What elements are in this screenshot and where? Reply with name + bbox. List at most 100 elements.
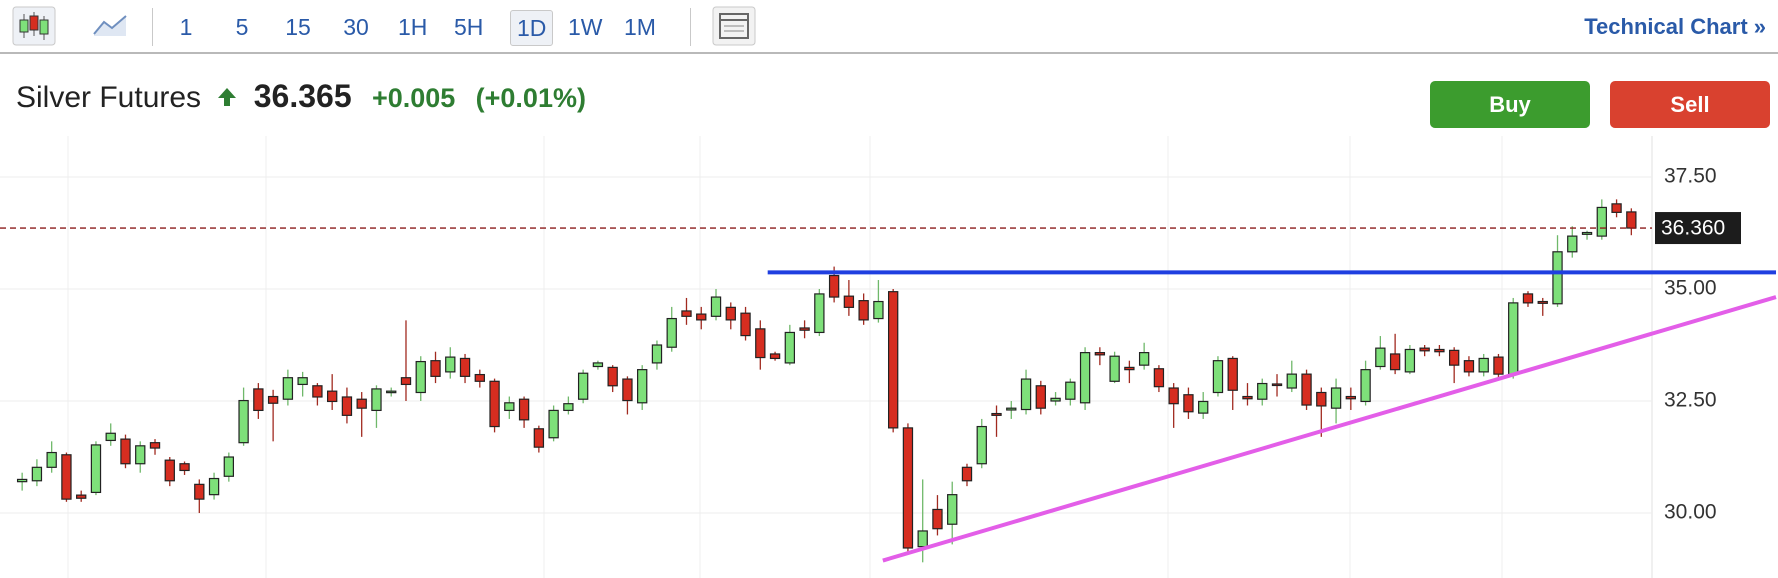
technical-chart-link[interactable]: Technical Chart »	[1584, 14, 1766, 39]
interval-button[interactable]: 30	[343, 14, 369, 40]
candle-body	[681, 310, 692, 317]
candle-body	[1271, 383, 1283, 387]
candle-body	[208, 477, 220, 496]
candle-body	[1463, 360, 1475, 373]
candle-body	[1345, 395, 1357, 400]
line-icon[interactable]	[92, 12, 128, 38]
candle-body	[194, 483, 205, 500]
candle-body	[312, 385, 323, 398]
candle-body	[371, 388, 382, 412]
candle-body	[1419, 347, 1430, 352]
candle-body	[1257, 382, 1268, 400]
candle-body	[1478, 357, 1489, 373]
candle-body	[120, 438, 131, 465]
candle-body	[1316, 391, 1327, 407]
candle-body	[622, 378, 633, 402]
y-tick-label: 32.50	[1664, 389, 1717, 412]
candle-body	[326, 390, 338, 403]
candle-body	[784, 331, 796, 364]
candle-body	[386, 390, 397, 394]
quote: Silver Futures 36.365 +0.005 (+0.01%)	[16, 78, 586, 115]
candle-body	[415, 360, 426, 394]
candle-body	[1611, 203, 1622, 213]
interval-button[interactable]: 15	[285, 14, 311, 40]
candle-body	[474, 373, 485, 382]
change: +0.005	[371, 83, 456, 113]
candle-body	[755, 328, 766, 359]
candle-body	[445, 356, 456, 373]
interval-button[interactable]: 1	[179, 14, 193, 40]
separator	[690, 8, 691, 46]
candle-body	[592, 362, 604, 368]
candle-body	[164, 459, 175, 482]
candle-body	[902, 427, 914, 549]
candle-body	[666, 317, 677, 348]
candle-body	[1552, 251, 1563, 305]
candle-body	[489, 380, 500, 428]
candle-body	[31, 466, 43, 482]
candle-body	[932, 508, 943, 530]
candle-body	[961, 466, 973, 482]
interval-button[interactable]: 1M	[624, 14, 656, 40]
sell-button[interactable]: Sell	[1610, 81, 1770, 128]
candle-body	[1242, 395, 1253, 400]
change-pct: (+0.01%)	[475, 83, 586, 113]
candle-body	[1626, 211, 1637, 229]
candle-body	[341, 396, 353, 416]
candle-body	[1537, 300, 1548, 304]
candle-body	[1109, 355, 1120, 382]
candle-body	[149, 442, 161, 449]
toolbar: 1 5 15 30 1H 5H 1D 1W 1M Technical Chart »	[0, 0, 1778, 54]
candle-body	[947, 494, 958, 525]
y-tick-label: 35.00	[1664, 277, 1717, 300]
candle-body	[518, 398, 530, 421]
interval-button[interactable]: 1D	[510, 10, 554, 46]
up-arrow	[218, 88, 237, 106]
layout-icon[interactable]	[712, 6, 756, 46]
candle-body	[1006, 407, 1017, 411]
candle-body	[16, 478, 28, 483]
candle-body	[90, 444, 102, 494]
candle-body	[843, 295, 855, 308]
candle-body	[563, 403, 574, 412]
candle-body	[637, 369, 648, 404]
interval-button[interactable]: 1W	[568, 14, 603, 40]
candle-body	[223, 456, 235, 477]
candle-body	[991, 412, 1002, 416]
candle-body	[1212, 360, 1224, 394]
candle-body	[1286, 373, 1297, 389]
candle-body	[1168, 387, 1179, 405]
interval-button[interactable]: 5	[235, 14, 249, 40]
buy-button[interactable]: Buy	[1430, 81, 1590, 128]
y-tick-label: 30.00	[1664, 501, 1717, 524]
candle-body	[1522, 293, 1534, 304]
candle-body	[976, 425, 987, 465]
candle-body	[1404, 348, 1416, 373]
candle-body	[858, 300, 869, 321]
candle-body	[917, 530, 928, 548]
candle-body	[297, 377, 308, 386]
candle-body	[1567, 235, 1578, 253]
candle-body	[282, 377, 294, 400]
candle-body	[1581, 231, 1593, 235]
candle-body	[814, 293, 825, 334]
candle-body	[356, 398, 367, 409]
candle-body	[710, 296, 722, 317]
trendline	[882, 295, 1777, 563]
candle-body	[1138, 352, 1150, 366]
candle-body	[46, 451, 57, 468]
candle-body	[1389, 353, 1401, 371]
candle-body	[1198, 400, 1209, 414]
interval-button[interactable]: 1H	[398, 14, 428, 40]
interval-button[interactable]: 5H	[454, 14, 484, 40]
candle-body	[725, 306, 736, 321]
candle-body	[799, 327, 810, 331]
candle-body	[267, 395, 279, 404]
candle-body	[651, 344, 663, 364]
candle-body	[1183, 394, 1194, 413]
candle-icon[interactable]	[12, 6, 56, 46]
candle-body	[1493, 356, 1504, 375]
candle-body	[607, 366, 618, 387]
